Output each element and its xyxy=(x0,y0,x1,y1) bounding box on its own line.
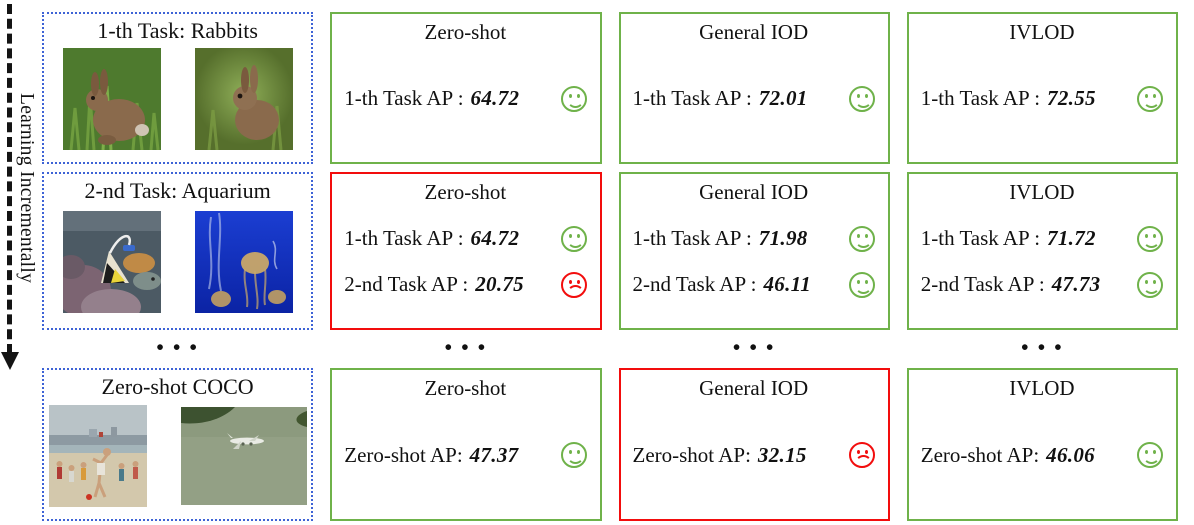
ap-label: 2-nd Task AP : xyxy=(344,272,469,297)
learning-incrementally-label: Learning Incrementally xyxy=(16,92,37,284)
figure-grid: 1-th Task: Rabbits xyxy=(42,12,1186,521)
sad-face-icon xyxy=(848,442,875,469)
ellipsis-zeroshot: • • • xyxy=(444,334,488,359)
ap-label: 1-th Task AP : xyxy=(632,226,752,250)
method-title: Zero-shot xyxy=(424,376,507,400)
ap-value: 46.11 xyxy=(763,272,812,297)
ap-entry: Zero-shot AP: 32.15 xyxy=(632,442,875,469)
down-arrow-head-icon xyxy=(1,352,19,370)
ap-label: 2-nd Task AP : xyxy=(632,272,757,297)
ap-label: 1-th Task AP : xyxy=(344,86,464,111)
sad-face-icon xyxy=(560,271,587,298)
method-title: IVLOD xyxy=(1009,180,1075,204)
ap-entry: 1-th Task AP : 72.01 xyxy=(632,85,875,112)
task-title: Zero-shot COCO xyxy=(101,374,254,399)
ap-value: 20.75 xyxy=(475,272,524,297)
happy-face-icon xyxy=(560,85,587,112)
airplane-over-water-photo xyxy=(180,406,307,505)
rabbit-sitting-in-grass-photo xyxy=(62,48,161,151)
method-title: General IOD xyxy=(699,376,809,400)
ap-entry: 2-nd Task AP : 46.11 xyxy=(632,271,875,298)
ap-value: 72.01 xyxy=(758,86,808,111)
result-box-r1-ivlod: IVLOD 1-th Task AP : 72.55 xyxy=(906,12,1178,164)
task-photos xyxy=(44,45,311,163)
happy-face-icon xyxy=(1137,85,1163,112)
beach-crowd-photo xyxy=(48,404,147,507)
happy-face-icon xyxy=(848,85,875,112)
method-title: General IOD xyxy=(699,20,809,44)
ap-entry: 1-th Task AP : 64.72 xyxy=(344,225,587,252)
ap-value: 64.72 xyxy=(470,86,520,111)
ellipsis-tasks: • • • xyxy=(156,334,199,359)
coral-reef-fish-photo xyxy=(62,211,161,314)
ap-entry: 1-th Task AP : 71.72 xyxy=(920,225,1163,252)
task-title: 1-th Task: Rabbits xyxy=(97,18,258,43)
happy-face-icon xyxy=(1137,442,1163,469)
ap-label: Zero-shot AP: xyxy=(920,442,1040,467)
ap-label: 1-th Task AP : xyxy=(920,86,1041,111)
learning-incrementally-axis: Learning Incrementally xyxy=(0,0,42,525)
method-title: General IOD xyxy=(699,180,809,204)
ap-value: 32.15 xyxy=(757,442,807,467)
ap-value: 47.37 xyxy=(469,442,519,467)
method-title: IVLOD xyxy=(1009,20,1075,44)
happy-face-icon xyxy=(1137,271,1163,298)
ap-entry: 1-th Task AP : 71.98 xyxy=(632,225,875,252)
method-title: Zero-shot xyxy=(424,180,507,204)
task-title: 2-nd Task: Aquarium xyxy=(84,178,271,203)
ap-entry: 2-nd Task AP : 47.73 xyxy=(920,271,1163,298)
happy-face-icon xyxy=(848,225,875,252)
result-box-r2-zeroshot: Zero-shot 1-th Task AP : 64.72 2-nd Task… xyxy=(330,172,602,330)
method-title: IVLOD xyxy=(1009,376,1075,400)
ap-label: 1-th Task AP : xyxy=(344,226,464,250)
result-box-r3-ivlod: IVLOD Zero-shot AP: 46.06 xyxy=(906,368,1178,521)
result-box-r3-zeroshot: Zero-shot Zero-shot AP: 47.37 xyxy=(330,368,602,521)
ap-entry: 2-nd Task AP : 20.75 xyxy=(344,271,587,298)
ap-value: 47.73 xyxy=(1051,272,1101,297)
happy-face-icon xyxy=(848,271,875,298)
jellyfish-in-blue-water-photo xyxy=(194,211,293,314)
ellipsis-general-iod: • • • xyxy=(732,334,776,359)
ap-entry: 1-th Task AP : 64.72 xyxy=(344,85,587,112)
ap-value: 71.98 xyxy=(758,226,808,250)
happy-face-icon xyxy=(560,225,587,252)
ap-value: 72.55 xyxy=(1047,86,1096,111)
ap-value: 46.06 xyxy=(1046,442,1095,467)
task-photos xyxy=(44,205,311,329)
ap-label: Zero-shot AP: xyxy=(344,442,463,467)
ap-label: 2-nd Task AP : xyxy=(920,272,1045,297)
rabbit-in-blurry-grass-photo xyxy=(194,48,293,151)
ap-entry: 1-th Task AP : 72.55 xyxy=(920,85,1163,112)
ap-entry: Zero-shot AP: 47.37 xyxy=(344,442,587,469)
result-box-r3-general-iod: General IOD Zero-shot AP: 32.15 xyxy=(618,368,890,521)
happy-face-icon xyxy=(560,442,587,469)
result-box-r2-general-iod: General IOD 1-th Task AP : 71.98 2-nd Ta… xyxy=(618,172,890,330)
ap-entry: Zero-shot AP: 46.06 xyxy=(920,442,1163,469)
method-title: Zero-shot xyxy=(424,20,507,44)
ap-value: 64.72 xyxy=(470,226,520,250)
ellipsis-ivlod: • • • xyxy=(1021,334,1064,359)
task-photos xyxy=(44,401,311,520)
result-box-r1-zeroshot: Zero-shot 1-th Task AP : 64.72 xyxy=(330,12,602,164)
down-arrow-line xyxy=(7,4,12,354)
ap-label: 1-th Task AP : xyxy=(920,226,1041,250)
task-box-zeroshot-coco: Zero-shot COCO xyxy=(42,368,314,521)
ap-value: 71.72 xyxy=(1047,226,1096,250)
result-box-r2-ivlod: IVLOD 1-th Task AP : 71.72 2-nd Task AP … xyxy=(906,172,1178,330)
result-box-r1-general-iod: General IOD 1-th Task AP : 72.01 xyxy=(618,12,890,164)
task-box-rabbits: 1-th Task: Rabbits xyxy=(42,12,314,164)
ap-label: Zero-shot AP: xyxy=(632,442,751,467)
task-box-aquarium: 2-nd Task: Aquarium xyxy=(42,172,314,330)
happy-face-icon xyxy=(1137,225,1163,252)
ap-label: 1-th Task AP : xyxy=(632,86,752,111)
